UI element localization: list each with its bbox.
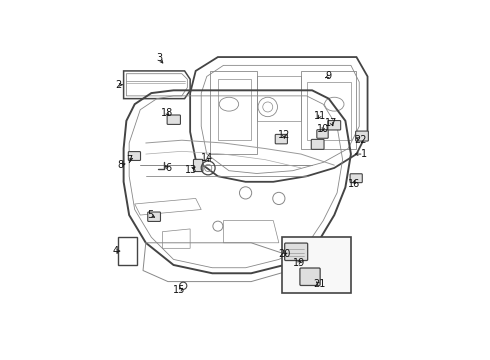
Text: 1: 1: [361, 149, 367, 159]
Text: 6: 6: [165, 163, 171, 174]
FancyBboxPatch shape: [317, 130, 328, 138]
Text: 21: 21: [313, 279, 325, 289]
Text: 4: 4: [113, 246, 119, 256]
Text: 5: 5: [147, 210, 154, 220]
Text: 2: 2: [116, 80, 122, 90]
Text: 16: 16: [347, 179, 360, 189]
Text: 19: 19: [293, 258, 305, 268]
Text: 8: 8: [117, 160, 123, 170]
FancyBboxPatch shape: [356, 131, 368, 141]
FancyBboxPatch shape: [167, 115, 180, 125]
FancyBboxPatch shape: [300, 268, 320, 285]
Text: 13: 13: [185, 165, 197, 175]
Bar: [118, 237, 138, 265]
Text: 20: 20: [278, 249, 291, 260]
FancyBboxPatch shape: [285, 243, 308, 261]
Text: 12: 12: [278, 130, 290, 140]
Text: 11: 11: [314, 111, 326, 121]
FancyBboxPatch shape: [128, 152, 141, 161]
Text: 15: 15: [173, 285, 186, 296]
Text: 22: 22: [354, 135, 367, 145]
Text: 7: 7: [126, 155, 133, 165]
Text: 18: 18: [161, 108, 173, 118]
Text: 3: 3: [156, 53, 162, 63]
Text: 17: 17: [325, 118, 338, 128]
FancyBboxPatch shape: [328, 121, 341, 130]
Text: 10: 10: [317, 123, 329, 134]
FancyBboxPatch shape: [350, 174, 362, 183]
Text: 14: 14: [200, 153, 213, 163]
Text: 9: 9: [325, 72, 331, 81]
Bar: [282, 237, 351, 293]
FancyBboxPatch shape: [147, 212, 161, 221]
FancyBboxPatch shape: [311, 139, 324, 149]
FancyBboxPatch shape: [194, 159, 203, 172]
FancyBboxPatch shape: [275, 134, 288, 144]
